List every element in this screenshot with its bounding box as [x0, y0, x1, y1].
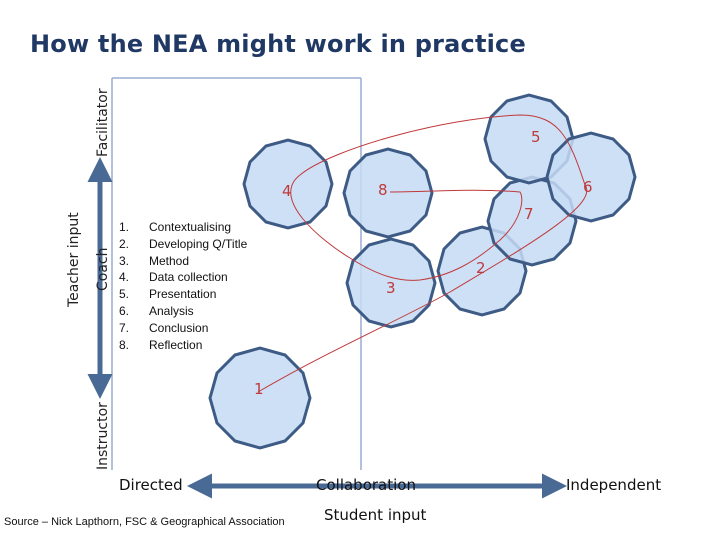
- list-item: 3. Method: [119, 253, 190, 268]
- list-item: 4. Data collection: [119, 270, 228, 285]
- instructor-label: Instructor: [95, 402, 111, 470]
- teacher-input-label: Teacher input: [66, 212, 82, 307]
- list-item: 5. Presentation: [119, 287, 217, 302]
- stage-number-4: 4: [282, 182, 292, 200]
- steps-list: 1. Contextualising 2. Developing Q/Title 3…: [119, 219, 247, 353]
- stage-number-1: 1: [254, 380, 264, 398]
- collaboration-label: Collaboration: [316, 476, 416, 494]
- page-title: How the NEA might work in practice: [30, 30, 526, 58]
- independent-label: Independent: [566, 476, 662, 494]
- stage-number-8: 8: [378, 181, 388, 199]
- list-item: 6. Analysis: [119, 303, 194, 318]
- list-item: 1. Contextualising: [119, 220, 232, 234]
- facilitator-label: Facilitator: [95, 88, 111, 157]
- stage-shape-8: [342, 147, 434, 239]
- coach-label: Coach: [95, 247, 111, 292]
- stage-shape-6: [545, 131, 637, 223]
- stage-number-5: 5: [531, 128, 541, 146]
- source-credit: Source – Nick Lapthorn, FSC & Geographic…: [4, 516, 285, 528]
- list-item: 2. Developing Q/Title: [119, 236, 248, 251]
- directed-label: Directed: [119, 476, 183, 494]
- student-input-label: Student input: [324, 506, 427, 524]
- list-item: 8. Reflection: [119, 337, 203, 352]
- progress-path: [257, 114, 588, 393]
- stage-number-6: 6: [583, 178, 593, 196]
- stage-shape-1: [208, 346, 312, 450]
- stage-number-2: 2: [476, 259, 486, 277]
- list-item: 7. Conclusion: [119, 320, 209, 335]
- stage-shape-3: [345, 237, 437, 329]
- stage-shape-4: [242, 138, 334, 230]
- stage-number-3: 3: [386, 279, 396, 297]
- stage-number-7: 7: [524, 205, 534, 223]
